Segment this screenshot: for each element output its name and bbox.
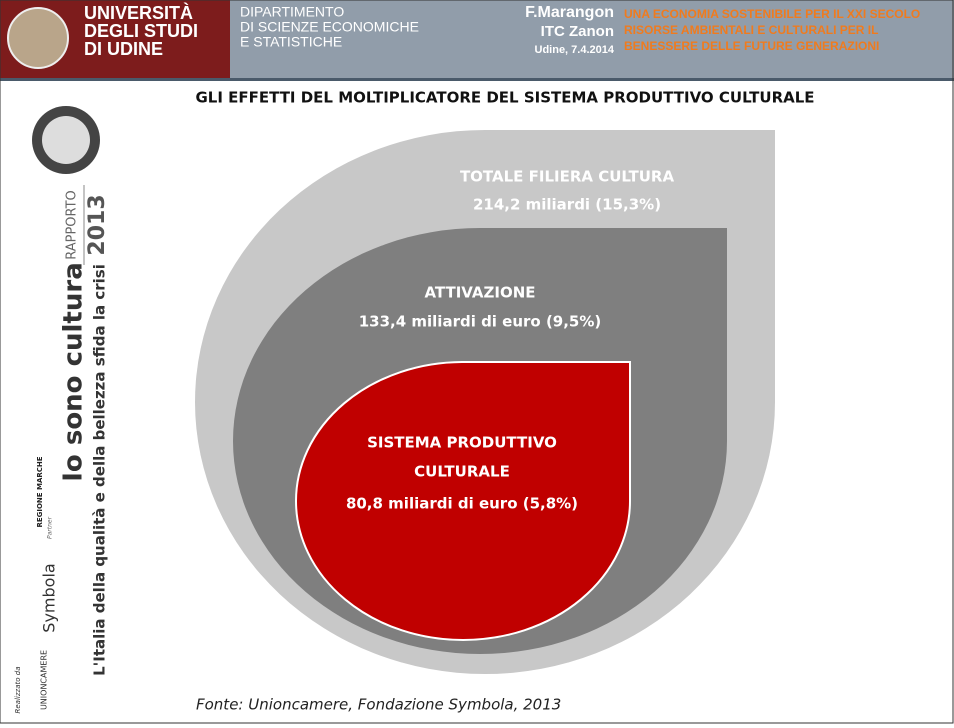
report-label: RAPPORTO: [65, 190, 80, 260]
department-name: DI SCIENZE ECONOMICHE: [240, 19, 419, 35]
school: ITC Zanon: [541, 23, 614, 40]
layer-label: ATTIVAZIONE: [424, 284, 535, 302]
university-name: UNIVERSITÀ: [84, 2, 193, 23]
region: REGIONE MARCHE: [36, 456, 44, 527]
department-name: DIPARTIMENTO: [240, 4, 344, 20]
university-name: DI UDINE: [84, 39, 163, 59]
slide-title: GLI EFFETTI DEL MOLTIPLICATORE DEL SISTE…: [195, 89, 814, 107]
conference-title: BENESSERE DELLE FUTURE GENERAZIONI: [624, 39, 879, 53]
university-name: DEGLI STUDI: [84, 21, 198, 41]
made-by-label: Realizzato da: [14, 667, 22, 714]
made-by: UNIONCAMERE: [40, 650, 49, 710]
brand: Io sono cultura: [59, 262, 89, 482]
partner-label: Partner: [47, 516, 54, 539]
layer-label: CULTURALE: [414, 463, 510, 481]
author: F.Marangon: [525, 4, 614, 21]
inner-layer: [295, 361, 631, 641]
layer-value: 214,2 miliardi (15,3%): [473, 196, 661, 214]
portrait-face: [42, 116, 90, 164]
header-rule: [0, 78, 954, 81]
layer-value: 80,8 miliardi di euro (5,8%): [346, 495, 578, 513]
university-logo: [7, 7, 69, 69]
conference-title: UNA ECONOMIA SOSTENIBILE PER IL XXI SECO…: [624, 7, 920, 21]
layer-label: SISTEMA PRODUTTIVO: [367, 434, 557, 452]
department-name: E STATISTICHE: [240, 34, 342, 50]
layer-label: TOTALE FILIERA CULTURA: [460, 168, 675, 186]
report-year: 2013: [85, 194, 110, 255]
brand-subtitle: L'Italia della qualità e della bellezza …: [91, 264, 109, 676]
layer-value: 133,4 miliardi di euro (9,5%): [359, 313, 602, 331]
date: Udine, 7.4.2014: [535, 44, 615, 56]
partner: Symbola: [40, 563, 59, 632]
conference-title: RISORSE AMBIENTALI E CULTURALI PER IL: [624, 23, 878, 37]
source: Fonte: Unioncamere, Fondazione Symbola, …: [196, 696, 561, 714]
